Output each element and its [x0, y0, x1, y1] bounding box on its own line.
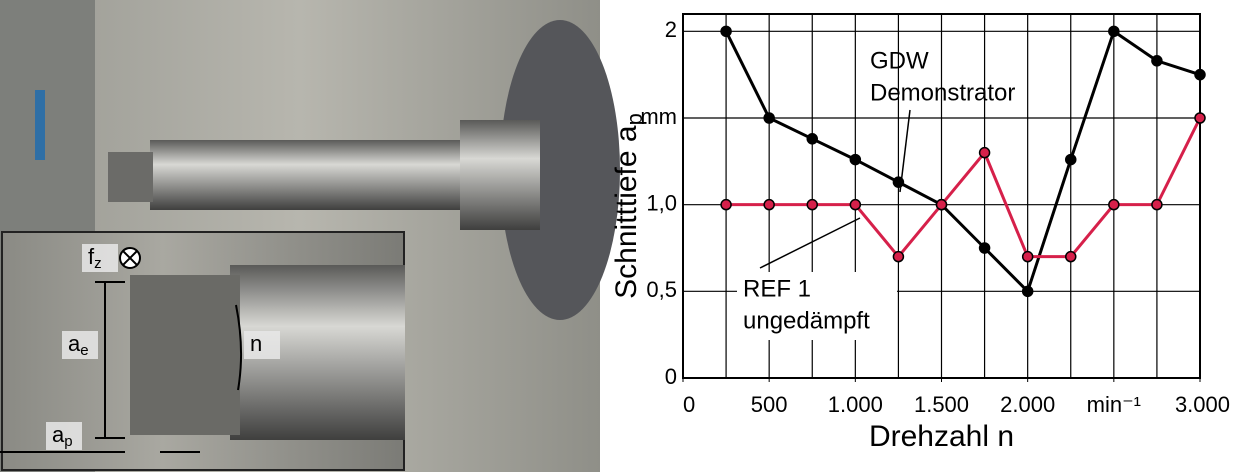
data-point	[978, 242, 991, 254]
sticker	[35, 90, 45, 160]
data-point	[1021, 285, 1034, 298]
label-main: n	[250, 331, 262, 356]
y-tick-label: 2	[665, 17, 677, 42]
series-annotation: GDW	[870, 47, 929, 74]
label-sub: p	[64, 433, 72, 450]
data-point	[892, 250, 905, 263]
series-line	[726, 117, 1202, 260]
label-sub: e	[80, 342, 88, 359]
photo-label: ae	[68, 331, 89, 359]
x-tick-label: 500	[751, 392, 788, 417]
label-box	[46, 422, 82, 450]
annotation-leader	[759, 217, 861, 269]
data-point	[806, 198, 818, 211]
annotation-background	[737, 272, 897, 340]
x-tick-label: min⁻¹	[1087, 392, 1141, 417]
data-point	[849, 153, 862, 166]
x-tick-label: 1.000	[828, 392, 883, 417]
data-point	[763, 112, 775, 124]
series-annotation: Demonstrator	[870, 79, 1015, 106]
series-annotation: ungedämpft	[743, 307, 870, 334]
tool-holder	[460, 120, 540, 230]
data-point	[935, 198, 948, 211]
rotation-arrow	[235, 304, 243, 391]
x-tick-label: 3.000	[1175, 392, 1230, 417]
data-point	[1108, 198, 1120, 211]
x-tick-label: 0	[683, 392, 695, 417]
y-tick-label: 0,5	[646, 277, 677, 302]
data-point	[1108, 25, 1120, 38]
feed-symbol-cross	[122, 250, 138, 266]
y-tick-label: 0	[665, 364, 677, 389]
x-axis-title: Drehzahl n	[869, 420, 1014, 453]
y-axis-title: Schnitttiefe ap	[610, 113, 647, 299]
photo-label: ap	[52, 422, 73, 450]
data-point	[720, 198, 732, 211]
y-tick-label: mm	[640, 104, 677, 129]
label-main: f	[88, 244, 95, 269]
photo-annotation-lines	[0, 281, 243, 453]
data-point	[1194, 68, 1206, 81]
inset-cutter	[130, 275, 240, 435]
label-box	[62, 331, 98, 359]
tool-shaft	[150, 140, 470, 210]
label-main: a	[68, 331, 81, 356]
data-point	[849, 198, 862, 211]
data-point	[978, 146, 991, 159]
series-line	[724, 28, 1201, 295]
y-tick-label: 1,0	[646, 190, 677, 215]
data-point	[1194, 112, 1206, 124]
photo-label: n	[250, 331, 262, 356]
x-tick-label: 2.000	[1000, 392, 1055, 417]
data-point	[806, 133, 818, 145]
y-title-main: Schnitttiefe a	[610, 125, 643, 299]
data-point	[1065, 153, 1077, 166]
photo-label: fz	[88, 244, 102, 272]
y-title-sub: p	[622, 113, 647, 125]
data-point	[1151, 198, 1163, 211]
data-point	[1065, 250, 1077, 263]
label-sub: z	[94, 255, 102, 272]
label-main: a	[52, 422, 65, 447]
photo	[0, 0, 620, 472]
data-point	[763, 198, 775, 211]
spindle-head	[500, 20, 620, 320]
label-box	[244, 331, 280, 359]
x-tick-label: 1.500	[914, 392, 969, 417]
data-point	[1021, 250, 1034, 263]
chart: 0 0,5 1,0 mm 2 0 500 1.000 1.500 2.000 min⁻¹ 3.000 D…	[610, 13, 1230, 453]
cutter	[108, 152, 153, 202]
data-point	[720, 25, 732, 38]
series-annotation: REF 1	[743, 275, 811, 302]
data-point	[1151, 55, 1163, 67]
annotation-leader	[899, 109, 911, 193]
label-box	[82, 244, 118, 272]
